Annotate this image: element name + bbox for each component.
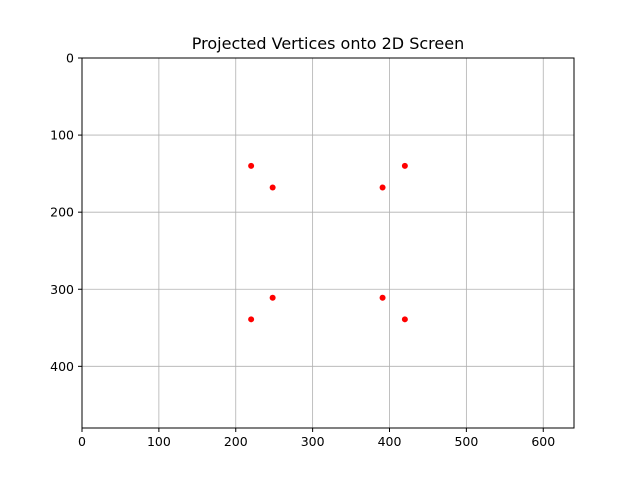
y-tick-label-0: 0 [66,51,74,66]
axes [81,57,575,429]
x-tick-label-300: 300 [301,434,325,449]
y-tick-label-400: 400 [50,359,74,374]
grid [81,57,574,428]
data-point-7 [248,316,255,323]
x-tick-label-600: 600 [531,434,555,449]
x-tick-label-0: 0 [78,434,86,449]
y-tick-label-300: 300 [50,282,74,297]
y-tick-label-200: 200 [50,205,74,220]
x-tick-label-200: 200 [224,434,248,449]
x-tick-label-100: 100 [147,434,171,449]
data-point-6 [379,294,386,301]
axes-frame [81,57,575,429]
data-point-8 [401,316,408,323]
y-tick-label-100: 100 [50,128,74,143]
data-point-5 [269,294,276,301]
ticks: 0 100 200 300 400 500 600 0 100 200 300 400 [50,51,555,450]
data-point-2 [401,162,408,169]
data-point-1 [248,162,255,169]
data-point-4 [379,184,386,191]
x-tick-label-500: 500 [454,434,478,449]
x-tick-label-400: 400 [378,434,402,449]
data-points [248,162,408,323]
data-point-3 [269,184,276,191]
chart-title: Projected Vertices onto 2D Screen [192,34,464,53]
